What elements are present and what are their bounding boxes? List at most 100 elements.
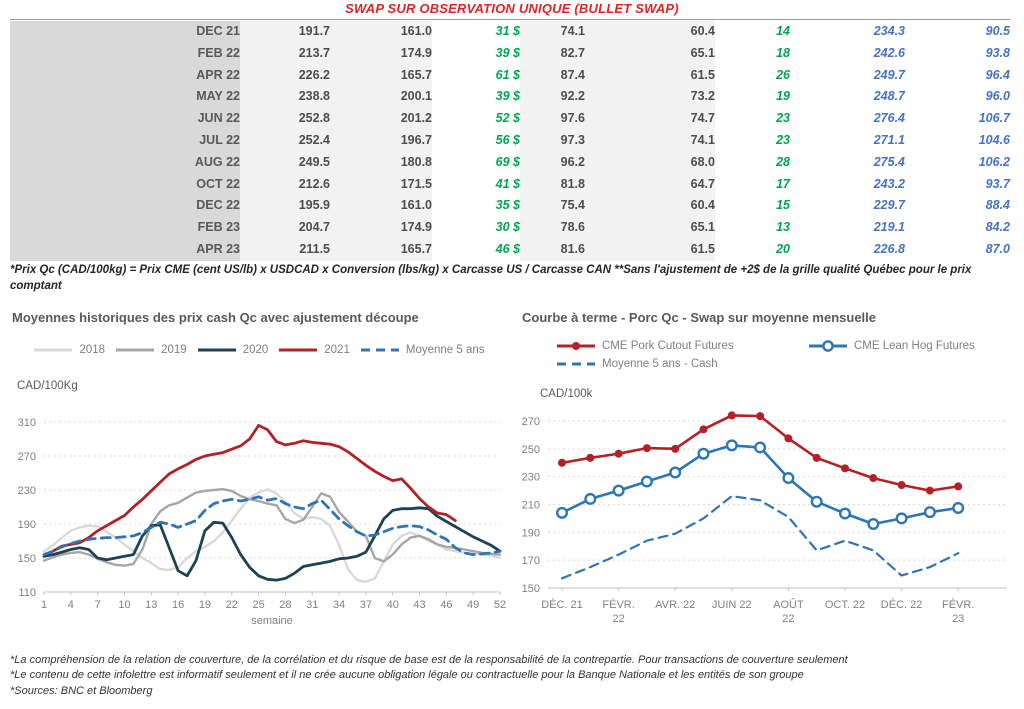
- value-cell: 249.7: [790, 64, 905, 87]
- table-footnote: *Prix Qc (CAD/100kg) = Prix CME (cent US…: [10, 264, 972, 292]
- legend-label: 2021: [324, 344, 350, 356]
- legend-swatch-icon: [809, 340, 847, 352]
- value-cell: 46 $: [432, 238, 520, 261]
- legend-item: 2021: [278, 344, 350, 356]
- month-cell: MAY 22: [10, 86, 240, 109]
- svg-text:AVR. 22: AVR. 22: [655, 599, 695, 611]
- svg-text:40: 40: [387, 599, 399, 611]
- value-cell: 212.6: [240, 173, 330, 196]
- svg-text:150: 150: [18, 553, 36, 565]
- value-cell: 96.0: [905, 86, 1010, 109]
- table-row: DEC 21 191.7 161.0 31 $74.1 60.4 14 234.3 90.5: [10, 21, 1010, 43]
- value-cell: 97.3: [520, 129, 585, 152]
- svg-text:43: 43: [413, 599, 425, 611]
- value-cell: 73.2: [585, 86, 715, 109]
- value-cell: 96.4: [905, 64, 1010, 87]
- value-cell: 39 $: [432, 42, 520, 65]
- legend-label: 2020: [242, 344, 269, 356]
- value-cell: 87.4: [520, 64, 585, 87]
- svg-text:AOÛT: AOÛT: [773, 598, 804, 611]
- value-cell: 65.1: [585, 42, 715, 65]
- month-cell: FEB 23: [10, 217, 240, 239]
- value-cell: 92.2: [520, 86, 585, 109]
- table-row: DEC 22 195.9 161.0 35 $75.4 60.4 15 229.7 88.4: [10, 195, 1010, 218]
- svg-text:37: 37: [360, 599, 372, 611]
- svg-text:semaine: semaine: [251, 615, 293, 627]
- value-cell: 161.0: [330, 21, 432, 43]
- value-cell: 229.7: [790, 195, 905, 218]
- legend-swatch-icon: [557, 362, 595, 366]
- value-cell: 60.4: [585, 195, 715, 218]
- value-cell: 84.2: [905, 217, 1010, 239]
- value-cell: 64.7: [585, 173, 715, 196]
- title-divider: [10, 19, 1010, 20]
- legend-swatch-icon: [279, 348, 318, 352]
- table-row: OCT 22 212.6 171.5 41 $81.8 64.7 17 243.2 93.7: [10, 173, 1010, 196]
- legend-item: Moyenne 5 ans - Cash: [556, 358, 808, 370]
- right-chart-legend: CME Pork Cutout Futures CME Lean Hog Futu…: [556, 340, 975, 370]
- svg-text:DÉC. 22: DÉC. 22: [881, 598, 923, 611]
- series-2018: [42, 488, 502, 583]
- value-cell: 234.3: [790, 21, 905, 43]
- value-cell: 106.2: [905, 151, 1010, 174]
- value-cell: 20: [715, 238, 790, 261]
- legend-label: 2018: [79, 344, 106, 356]
- legend-swatch-icon: [34, 348, 73, 352]
- value-cell: 23: [715, 129, 790, 152]
- svg-text:310: 310: [18, 417, 36, 429]
- svg-text:170: 170: [522, 555, 540, 567]
- svg-text:1: 1: [41, 599, 47, 611]
- value-cell: 226.2: [240, 64, 330, 87]
- svg-text:FÉVR.: FÉVR.: [602, 598, 634, 611]
- value-cell: 81.6: [520, 238, 585, 261]
- month-cell: FEB 22: [10, 42, 240, 65]
- svg-text:DÉC. 21: DÉC. 21: [541, 598, 583, 611]
- value-cell: 171.5: [330, 173, 432, 196]
- svg-text:210: 210: [522, 500, 540, 512]
- legend-label: Moyenne 5 ans - Cash: [602, 358, 718, 370]
- month-cell: OCT 22: [10, 173, 240, 196]
- value-cell: 74.7: [585, 108, 715, 130]
- value-cell: 60.4: [585, 21, 715, 43]
- legend-item: 2018: [33, 344, 105, 356]
- value-cell: 88.4: [905, 195, 1010, 218]
- value-cell: 13: [715, 217, 790, 239]
- value-cell: 61.5: [585, 238, 715, 261]
- svg-text:46: 46: [440, 599, 452, 611]
- gridlines: 110 150 190 230 270 310: [18, 417, 500, 599]
- svg-text:25: 25: [252, 599, 264, 611]
- value-cell: 104.6: [905, 129, 1010, 152]
- left-chart-plot: 110 150 190 230 270 310 1 4 7 10 13 16 19 22 25 28 31 34 3…: [18, 417, 506, 627]
- svg-text:150: 150: [522, 583, 540, 595]
- left-chart-ylabel: CAD/100Kg: [17, 380, 78, 392]
- svg-text:23: 23: [952, 613, 964, 625]
- value-cell: 14: [715, 21, 790, 43]
- table-row: AUG 22 249.5 180.8 69 $96.2 68.0 28 275.4 106.2: [10, 151, 1010, 174]
- table-row: JUN 22 252.8 201.2 52 $97.6 74.7 23 276.4 106.7: [10, 108, 1010, 130]
- svg-text:JUIN 22: JUIN 22: [712, 599, 752, 611]
- series-2021: [51, 424, 457, 553]
- svg-text:230: 230: [522, 472, 540, 484]
- value-cell: 252.4: [240, 129, 330, 152]
- value-cell: 238.8: [240, 86, 330, 109]
- legend-item: CME Pork Cutout Futures: [556, 340, 808, 352]
- svg-text:250: 250: [522, 444, 540, 456]
- value-cell: 74.1: [520, 21, 585, 43]
- footer-note-1: *La compréhension de la relation de couv…: [10, 654, 848, 666]
- right-chart-title: Courbe à terme - Porc Qc - Swap sur moye…: [522, 310, 876, 325]
- svg-text:230: 230: [18, 485, 36, 497]
- legend-item: 2019: [115, 344, 187, 356]
- svg-text:16: 16: [172, 599, 184, 611]
- svg-text:34: 34: [333, 599, 345, 611]
- value-cell: 61.5: [585, 64, 715, 87]
- value-cell: 65.1: [585, 217, 715, 239]
- svg-text:22: 22: [782, 613, 794, 625]
- value-cell: 82.7: [520, 42, 585, 65]
- right-chart: Courbe à terme - Porc Qc - Swap sur moye…: [518, 310, 1024, 655]
- svg-text:28: 28: [279, 599, 291, 611]
- right-chart-plot: 150 170 190 210 230 250 270 DÉC. 21 FÉVR. 22 AVR. …: [522, 411, 1007, 625]
- value-cell: 30 $: [432, 217, 520, 239]
- svg-text:270: 270: [522, 416, 540, 428]
- svg-text:190: 190: [18, 519, 36, 531]
- table-row: FEB 22 213.7 174.9 39 $82.7 65.1 18 242.6 93.8: [10, 42, 1010, 65]
